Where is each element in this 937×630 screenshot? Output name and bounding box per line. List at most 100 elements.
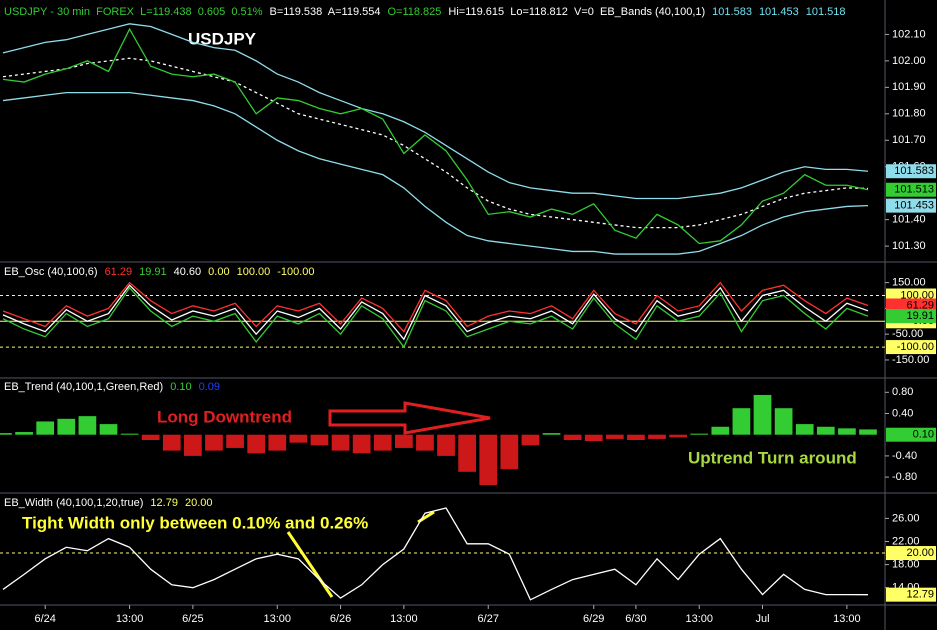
bar xyxy=(99,424,118,435)
value-label-box xyxy=(886,164,936,179)
bar xyxy=(226,434,244,448)
annotation: Tight Width only between 0.10% and 0.26% xyxy=(22,513,368,532)
value-label: 101.583 xyxy=(894,165,934,177)
bar xyxy=(184,434,202,456)
bar xyxy=(627,434,645,441)
bar xyxy=(753,394,772,435)
bar xyxy=(838,428,856,435)
value-label-box xyxy=(886,427,936,442)
y-tick-label: 102.10 xyxy=(892,28,926,40)
value-label-box xyxy=(886,198,936,213)
bar xyxy=(521,434,540,446)
y-tick-label: 101.90 xyxy=(892,81,926,93)
bar xyxy=(57,418,76,435)
header-item: EB_Trend (40,100,1,Green,Red) xyxy=(4,381,163,393)
header-item: USDJPY - 30 min FOREX L=119.438 0.605 0.… xyxy=(4,6,263,18)
header-item: 61.29 xyxy=(105,266,133,278)
bar xyxy=(711,426,730,435)
x-tick-label: 6/26 xyxy=(330,613,351,625)
y-tick-label: -150.00 xyxy=(892,354,929,366)
bar xyxy=(373,434,392,451)
y-tick-label: 0.80 xyxy=(892,386,913,398)
y-tick-label: 101.30 xyxy=(892,240,926,252)
bar xyxy=(289,434,308,443)
x-tick-label: 6/25 xyxy=(182,613,203,625)
x-tick-label: 6/30 xyxy=(625,613,646,625)
bar xyxy=(78,416,97,435)
bar xyxy=(816,426,835,435)
y-tick-label: 101.40 xyxy=(892,214,926,226)
header-item: -100.00 xyxy=(277,266,314,278)
series-line xyxy=(2,23,869,200)
value-label-box xyxy=(886,340,936,355)
annotation: Long Downtrend xyxy=(157,407,292,426)
header-item: 40.60 xyxy=(174,266,202,278)
value-label: 101.513 xyxy=(894,184,934,196)
bar xyxy=(437,434,455,456)
bar xyxy=(394,434,413,448)
y-tick-label: 26.00 xyxy=(892,512,920,524)
header-item: 100.00 xyxy=(237,266,271,278)
value-label: -100.00 xyxy=(897,341,934,353)
y-tick-label: 101.80 xyxy=(892,108,926,120)
y-tick-label: -50.00 xyxy=(892,328,923,340)
bar xyxy=(15,432,33,435)
bar xyxy=(542,433,561,435)
bar xyxy=(584,434,603,442)
bar xyxy=(268,434,287,451)
x-tick-label: 6/24 xyxy=(34,613,55,625)
bar xyxy=(479,434,498,486)
value-label-box xyxy=(886,309,936,324)
value-label: 12.79 xyxy=(906,589,934,601)
header-item: 0.00 xyxy=(208,266,229,278)
bar xyxy=(310,434,329,446)
value-label: 20.00 xyxy=(906,547,934,559)
y-tick-label: 150.00 xyxy=(892,277,926,289)
series-line xyxy=(2,286,869,349)
y-tick-label: 102.00 xyxy=(892,55,926,67)
y-tick-label: 22.00 xyxy=(892,535,920,547)
bar xyxy=(774,408,793,435)
value-label: 19.91 xyxy=(906,310,934,322)
header-item: EB_Osc (40,100,6) xyxy=(4,266,98,278)
bar xyxy=(669,434,687,438)
header-item: 0.10 xyxy=(170,381,191,393)
arrow xyxy=(328,401,491,435)
bar xyxy=(36,421,55,435)
value-label-box xyxy=(886,587,936,602)
header-item: B=119.538 A=119.554 xyxy=(270,6,381,18)
bar xyxy=(0,433,12,435)
bar xyxy=(732,408,751,435)
series-line xyxy=(2,281,869,333)
value-label: 101.453 xyxy=(894,200,934,212)
annotation: Uptrend Turn around xyxy=(688,448,857,467)
header-item: Hi=119.615 Lo=118.812 V=0 EB_Bands (40,1… xyxy=(448,6,705,18)
value-label: 0.10 xyxy=(913,429,934,441)
value-label: 100.00 xyxy=(900,289,934,301)
bar xyxy=(141,434,160,441)
pointer xyxy=(286,531,334,598)
x-tick-label: 13:00 xyxy=(116,613,144,625)
header-item: 0.09 xyxy=(199,381,220,393)
bar xyxy=(205,434,223,451)
y-tick-label: -0.40 xyxy=(892,450,917,462)
x-tick-label: 13:00 xyxy=(685,613,713,625)
y-tick-label: 18.00 xyxy=(892,558,920,570)
value-label: 61.29 xyxy=(906,299,934,311)
bar xyxy=(500,434,519,470)
bar xyxy=(563,434,582,441)
x-tick-label: 6/29 xyxy=(583,613,604,625)
bar xyxy=(690,433,709,435)
header-item: 101.583 xyxy=(712,6,752,18)
y-tick-label: 0.40 xyxy=(892,407,913,419)
header-item: 12.79 xyxy=(150,497,178,509)
bar xyxy=(247,434,266,454)
series-line xyxy=(2,91,869,255)
bar xyxy=(162,434,181,451)
header-item: 20.00 xyxy=(185,497,213,509)
value-label-box xyxy=(886,546,936,561)
series-line xyxy=(2,27,869,245)
header-item: 101.453 xyxy=(759,6,799,18)
